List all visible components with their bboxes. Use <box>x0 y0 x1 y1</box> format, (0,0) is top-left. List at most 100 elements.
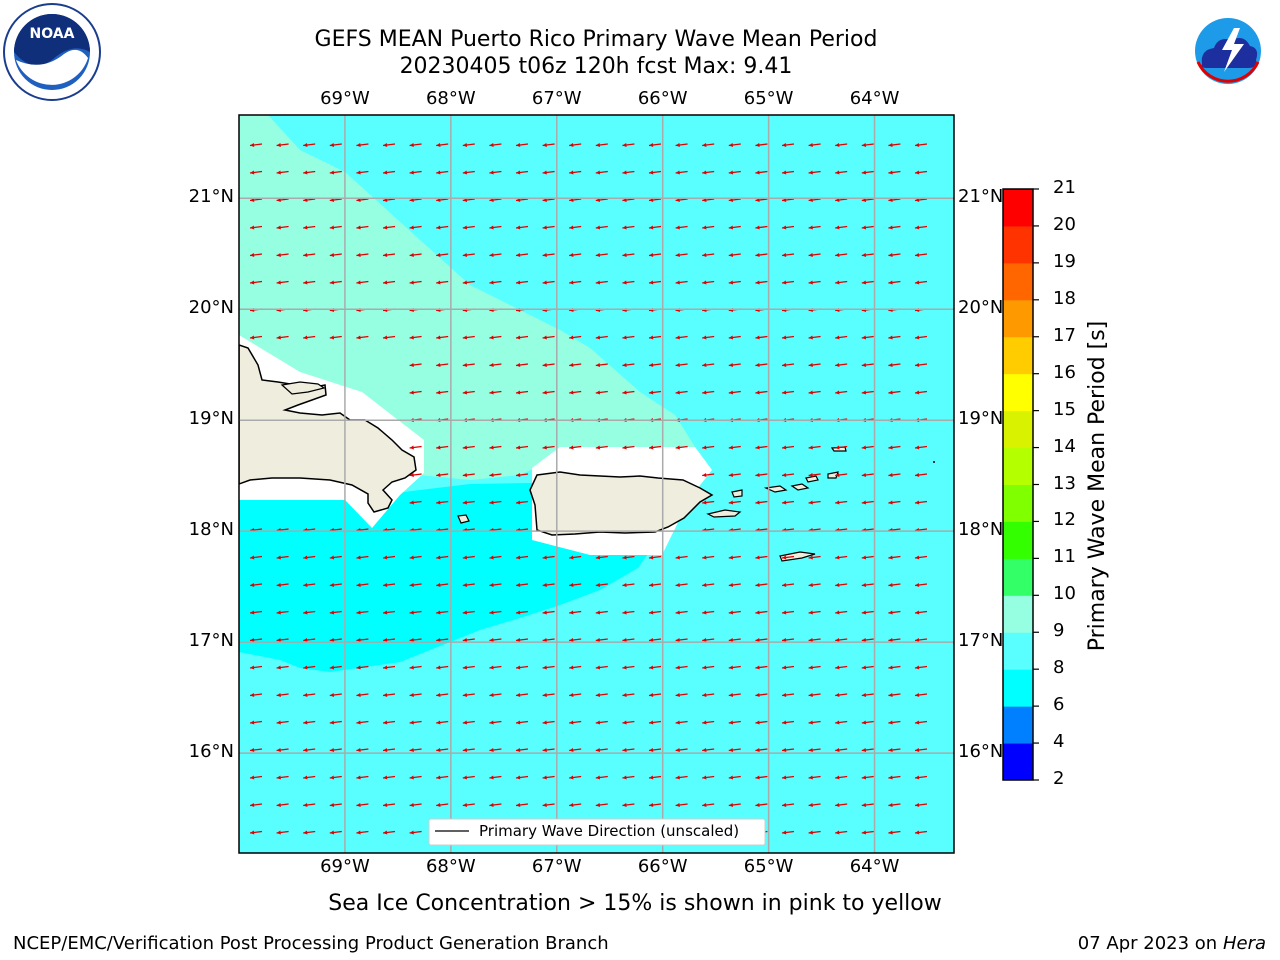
wave-arrow <box>595 253 608 257</box>
wave-arrow <box>888 748 901 752</box>
wave-arrow <box>462 473 475 477</box>
wave-arrow <box>462 280 475 285</box>
wave-arrow <box>728 445 741 450</box>
wave-arrow <box>329 803 342 807</box>
wave-arrow <box>542 555 555 560</box>
wave-arrow <box>622 198 635 202</box>
colorbar-tick-label: 11 <box>1053 546 1076 568</box>
wave-arrow <box>515 445 529 450</box>
wave-arrow <box>303 803 316 807</box>
wave-arrow <box>808 583 821 587</box>
wave-arrow <box>462 693 475 697</box>
wave-arrow <box>303 775 316 780</box>
wave-arrow <box>595 555 608 560</box>
wave-arrow <box>542 720 555 725</box>
wave-arrow <box>436 610 449 615</box>
wave-arrow <box>569 638 582 642</box>
wave-arrow <box>382 335 396 340</box>
wave-arrow <box>808 748 821 752</box>
wave-arrow <box>728 610 741 615</box>
plot-frame <box>238 114 955 854</box>
wave-arrow <box>436 390 449 395</box>
land-puerto-rico <box>529 471 714 536</box>
wave-arrow <box>622 610 635 615</box>
wave-arrow <box>436 445 449 450</box>
wave-arrow <box>569 143 582 147</box>
wave-arrow <box>382 170 396 175</box>
wave-arrow <box>595 363 608 367</box>
wave-arrow <box>702 748 715 752</box>
wave-arrow <box>436 473 449 477</box>
wave-arrow <box>622 693 635 697</box>
wave-arrow <box>861 473 874 477</box>
wave-arrow <box>462 445 475 450</box>
wave-arrow <box>888 830 901 835</box>
wave-arrow <box>329 610 342 615</box>
wave-arrow <box>462 390 475 395</box>
wave-arrow <box>489 170 502 175</box>
colorbar-segment <box>1003 632 1033 670</box>
wave-arrow <box>382 280 396 285</box>
wave-arrow <box>861 363 874 367</box>
wave-arrow <box>276 198 289 202</box>
colorbar-segment <box>1003 521 1033 559</box>
wave-arrow <box>276 665 289 670</box>
wave-arrow <box>542 170 555 175</box>
wave-arrow <box>888 253 901 257</box>
wave-arrow <box>595 638 608 642</box>
wave-arrow <box>781 693 795 697</box>
wave-arrow <box>861 280 874 285</box>
wave-arrow <box>409 198 422 202</box>
wave-arrow <box>755 610 768 615</box>
wave-arrow <box>781 665 795 670</box>
wave-arrow <box>808 198 821 202</box>
wave-arrow <box>622 280 635 285</box>
wave-arrow <box>781 555 795 560</box>
wave-arrow <box>702 720 715 725</box>
wave-arrow <box>835 280 848 285</box>
wave-arrow <box>835 445 848 450</box>
wave-arrow <box>382 720 396 725</box>
wave-arrow <box>648 280 662 285</box>
wave-arrow <box>515 198 529 202</box>
wave-arrow <box>356 665 369 670</box>
wave-arrow <box>755 225 768 230</box>
wave-arrow <box>303 638 316 642</box>
wave-arrow <box>755 720 768 725</box>
wave-arrow <box>329 693 342 697</box>
x-tick-top-label: 69°W <box>320 88 370 109</box>
wave-arrow <box>595 445 608 450</box>
wave-arrow <box>755 803 768 807</box>
wave-arrow <box>382 775 396 780</box>
wave-arrow <box>648 583 662 587</box>
wave-arrow <box>781 638 795 642</box>
legend <box>428 818 766 846</box>
land-st-john <box>790 483 810 491</box>
wave-arrow <box>648 748 662 752</box>
wave-arrow <box>888 225 901 230</box>
wave-arrow <box>622 720 635 725</box>
wave-arrow <box>675 280 688 285</box>
wave-arrow <box>622 445 635 450</box>
wave-arrow <box>781 170 795 175</box>
wave-arrow <box>569 610 582 615</box>
wave-arrow <box>515 610 529 615</box>
y-tick-right-label: 16°N <box>958 741 1004 763</box>
wave-arrow <box>914 610 928 615</box>
wave-arrow <box>861 335 874 340</box>
wave-arrow <box>781 225 795 230</box>
wave-arrow <box>675 555 688 560</box>
colorbar-segment <box>1003 336 1033 375</box>
wave-arrow <box>515 473 529 477</box>
y-tick-right-label: 17°N <box>958 630 1004 652</box>
wave-arrow <box>303 225 316 230</box>
colorbar-segment <box>1003 225 1033 264</box>
wave-arrow <box>569 693 582 697</box>
wave-arrow <box>648 170 662 175</box>
y-tick-right-label: 20°N <box>958 297 1004 319</box>
land-sombrero <box>933 461 935 463</box>
wave-arrow <box>914 555 928 560</box>
colorbar-segment <box>1003 558 1033 596</box>
wave-arrow <box>303 720 316 725</box>
wave-arrow <box>622 748 635 752</box>
